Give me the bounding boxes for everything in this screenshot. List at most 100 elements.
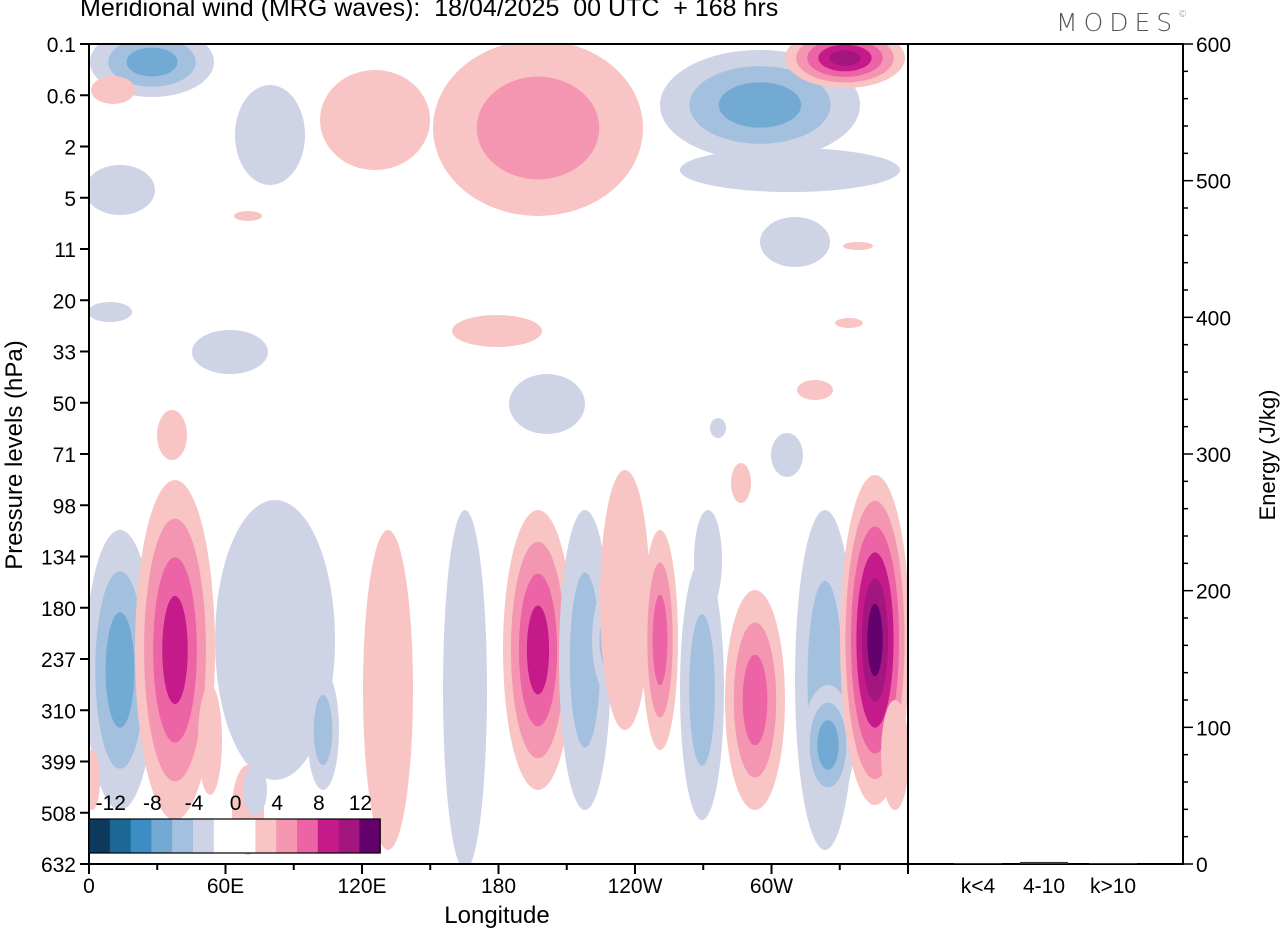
negative-contour (710, 418, 726, 438)
pressure-tick-label: 180 (41, 598, 76, 621)
longitude-tick-label: 180 (481, 875, 516, 898)
energy-bar (1089, 863, 1137, 864)
pressure-axis: 0.1 0.6 2 5 11 20 33 50 71 98 134 180 237 310 399 508 63… (41, 34, 89, 877)
positive-contour (526, 605, 550, 695)
negative-contour (817, 720, 839, 770)
negative-contour (235, 85, 305, 185)
longitude-tick-label: 0 (83, 875, 95, 898)
positive-contour (881, 700, 908, 810)
colorbar-swatch (130, 819, 152, 853)
energy-axis: 0 100 200 300 400 500 600 (1183, 34, 1231, 877)
contour-field (89, 44, 908, 864)
energy-tick-label: 600 (1196, 34, 1231, 57)
colorbar-frame (88, 818, 381, 854)
energy-tick-label: 400 (1196, 307, 1231, 330)
pressure-tick-label: 5 (64, 188, 76, 211)
energy-bar (954, 863, 1002, 864)
colorbar-swatch (297, 819, 319, 853)
negative-contour (215, 500, 335, 780)
positive-contour (162, 595, 188, 705)
energy-tick-label: 100 (1196, 717, 1231, 740)
energy-tick-label: 500 (1196, 171, 1231, 194)
colorbar-label: 0 (230, 792, 242, 815)
positive-contour (600, 470, 650, 730)
colorbar-label: 4 (271, 792, 283, 815)
positive-contour (742, 654, 768, 746)
negative-contour (689, 614, 715, 766)
positive-contour (452, 315, 542, 347)
wavenumber-axis: k<4 4-10 k>10 (961, 875, 1136, 898)
brand-logo: MODES© (1056, 8, 1187, 37)
colorbar-swatch (338, 819, 360, 853)
pressure-tick-label: 237 (41, 649, 76, 672)
energy-plot-frame (907, 43, 1184, 865)
longitude-tick-label: 60W (750, 875, 793, 898)
negative-contour (443, 510, 487, 864)
pressure-tick-label: 50 (53, 393, 76, 416)
negative-contour (243, 765, 267, 815)
negative-contour (313, 695, 333, 765)
negative-contour (760, 217, 830, 267)
positive-contour (843, 242, 873, 250)
brand-mark: © (1178, 10, 1188, 20)
negative-contour (509, 374, 585, 434)
colorbar-swatch (193, 819, 215, 853)
colorbar-swatch (234, 819, 256, 853)
pressure-tick-label: 71 (53, 444, 76, 467)
pressure-tick-label: 310 (41, 700, 76, 723)
pressure-tick-label: 632 (41, 854, 76, 877)
wavenumber-label: k>10 (1090, 875, 1136, 898)
pressure-tick-label: 0.1 (47, 34, 76, 57)
longitude-axis: 0 60E 120E 180 120W 60W (83, 864, 909, 898)
negative-contour (569, 572, 601, 748)
x-axis-title: Longitude (444, 902, 549, 929)
energy-tick-label: 200 (1196, 581, 1231, 604)
negative-contour (89, 302, 132, 322)
pressure-tick-label: 98 (53, 495, 76, 518)
longitude-tick-label: 60E (207, 875, 244, 898)
pressure-tick-label: 508 (41, 803, 76, 826)
energy-bar (1020, 861, 1068, 864)
colorbar-swatch (359, 819, 381, 853)
negative-contour (89, 165, 155, 215)
energy-tick-label: 300 (1196, 444, 1231, 467)
y-axis-title: Pressure levels (hPa) (1, 340, 28, 569)
positive-contour (476, 76, 600, 180)
longitude-tick-label: 120W (608, 875, 663, 898)
energy-axis-title: Energy (J/kg) (1255, 390, 1280, 521)
negative-contour (771, 433, 803, 477)
positive-contour (234, 211, 262, 221)
negative-contour (680, 148, 900, 192)
positive-contour (867, 603, 883, 677)
colorbar-label: 12 (349, 792, 372, 815)
negative-contour (126, 47, 178, 77)
colorbar-label: -12 (96, 792, 126, 815)
colorbar-swatch (89, 819, 111, 853)
positive-contour (652, 594, 668, 686)
pressure-tick-label: 399 (41, 752, 76, 775)
pressure-tick-label: 2 (64, 137, 76, 160)
colorbar-label: -8 (143, 792, 162, 815)
colorbar-label: 8 (313, 792, 325, 815)
pressure-tick-label: 20 (53, 290, 76, 313)
negative-contour (105, 612, 135, 728)
wavenumber-label: 4-10 (1023, 875, 1065, 898)
positive-contour (198, 685, 222, 795)
colorbar-label: -4 (185, 792, 204, 815)
positive-contour (835, 318, 863, 328)
pressure-tick-label: 0.6 (47, 85, 76, 108)
positive-contour (731, 463, 751, 503)
pressure-tick-label: 134 (41, 547, 76, 570)
positive-contour (91, 76, 135, 104)
colorbar-swatch (255, 819, 277, 853)
colorbar-swatch (317, 819, 339, 853)
negative-contour (694, 510, 722, 610)
chart-title: Meridional wind (MRG waves): 18/04/2025 … (80, 0, 779, 22)
colorbar-swatch (151, 819, 173, 853)
positive-contour (320, 70, 430, 170)
positive-contour (157, 410, 187, 460)
positive-contour (829, 50, 861, 66)
negative-contour (192, 330, 268, 374)
colorbar: -12 -8 -4 0 4 8 12 (88, 792, 381, 854)
